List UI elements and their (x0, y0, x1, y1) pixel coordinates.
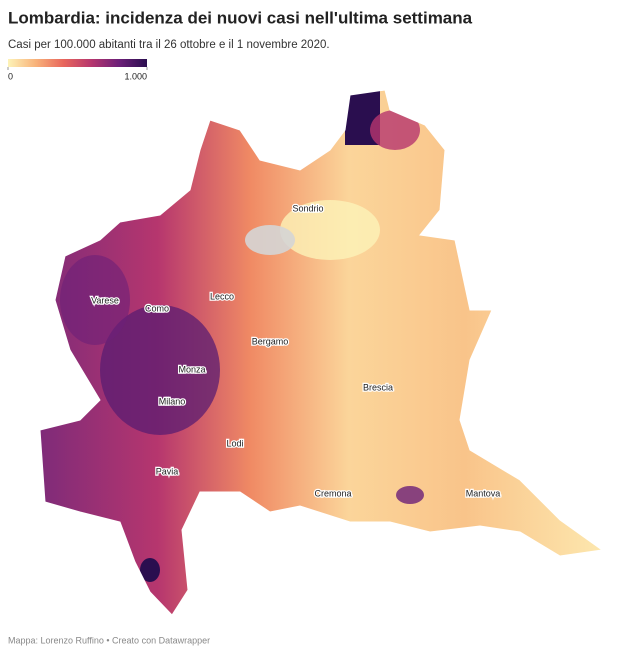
city-label: Monza (178, 364, 205, 374)
area-nodata (245, 225, 295, 255)
area-dark (140, 558, 160, 582)
city-label: Milano (159, 396, 186, 406)
legend: 0 1.000 (7, 67, 148, 81)
city-label: Pavia (156, 466, 179, 476)
city-label: Bergamo (252, 336, 289, 346)
city-label: Como (145, 303, 169, 313)
city-label: Sondrio (292, 203, 323, 213)
city-label: Varese (91, 295, 119, 305)
city-label: Mantova (466, 488, 501, 498)
map (40, 90, 602, 615)
title: Lombardia: incidenza dei nuovi casi nell… (8, 8, 473, 27)
city-label: Lodi (226, 438, 243, 448)
legend-tick-label: 0 (8, 71, 13, 81)
city-labels: Sondrio Lecco Varese Como Bergamo Monza Bresci… (90, 202, 502, 500)
area-dark (396, 486, 424, 504)
area-dark (60, 255, 130, 345)
legend-ramp (8, 59, 147, 67)
legend-tick-label: 1.000 (124, 71, 147, 81)
credit: Mappa: Lorenzo Ruffino • Creato con Data… (8, 635, 210, 645)
city-label: Cremona (314, 488, 351, 498)
subtitle: Casi per 100.000 abitanti tra il 26 otto… (8, 39, 330, 51)
area-dark (100, 305, 220, 435)
city-label: Lecco (210, 291, 234, 301)
city-label: Brescia (363, 382, 393, 392)
area-mid (370, 110, 420, 150)
area-light (280, 200, 380, 260)
